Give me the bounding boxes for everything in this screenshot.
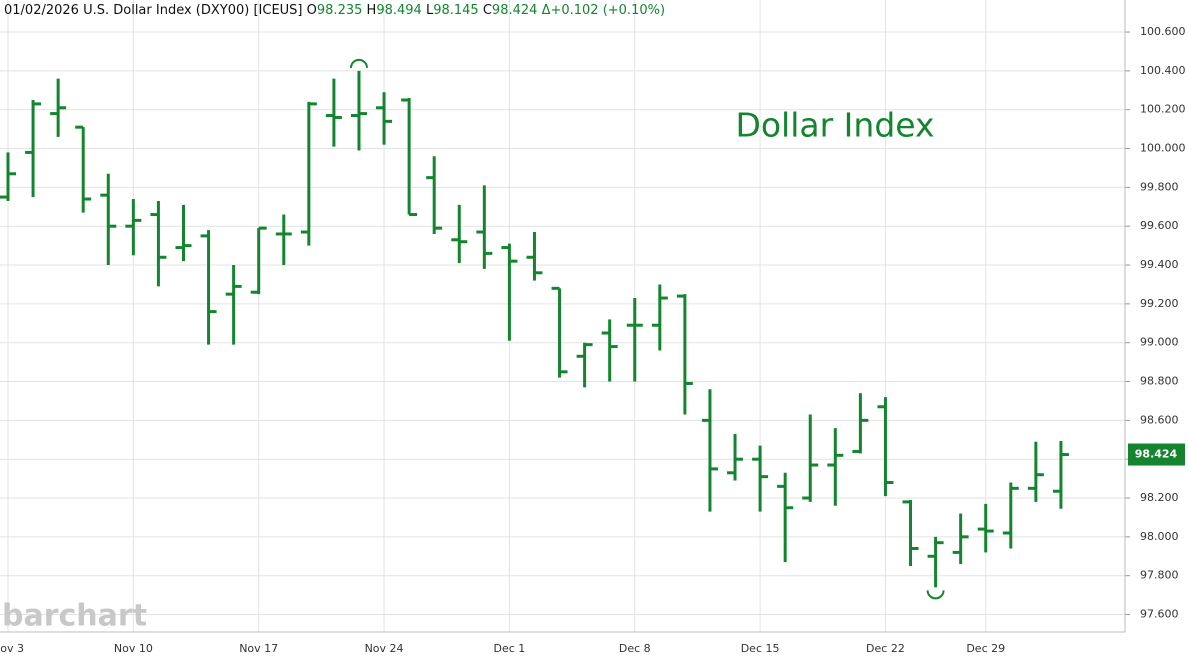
y-tick-label: 100.000 bbox=[1140, 142, 1186, 155]
y-tick-label: 98.200 bbox=[1140, 491, 1179, 504]
close-label: C bbox=[482, 3, 492, 18]
y-tick-label: 99.200 bbox=[1140, 297, 1179, 310]
y-tick-label: 99.000 bbox=[1140, 336, 1179, 349]
x-tick-label: Dec 8 bbox=[619, 642, 651, 655]
x-tick-label: Nov 10 bbox=[114, 642, 153, 655]
y-tick-label: 98.600 bbox=[1140, 413, 1179, 426]
low-marker bbox=[926, 590, 945, 600]
x-tick-label: Dec 22 bbox=[866, 642, 905, 655]
high-label: H bbox=[366, 3, 377, 18]
y-tick-label: 100.400 bbox=[1140, 64, 1186, 77]
close-value: 98.424 bbox=[491, 3, 538, 18]
y-tick-label: 99.400 bbox=[1140, 258, 1179, 271]
instrument: U.S. Dollar Index (DXY00) [ICEUS] bbox=[83, 3, 303, 18]
high-marker bbox=[349, 58, 368, 68]
open-value: 98.235 bbox=[316, 3, 363, 18]
price-tag-label: 98.424 bbox=[1135, 448, 1178, 461]
x-tick-label: Dec 1 bbox=[494, 642, 526, 655]
y-tick-label: 99.600 bbox=[1140, 219, 1179, 232]
open-label: O bbox=[306, 3, 317, 18]
y-tick-label: 100.200 bbox=[1140, 103, 1186, 116]
price-tag bbox=[1128, 443, 1185, 466]
low-label: L bbox=[425, 3, 434, 18]
y-tick-label: 100.600 bbox=[1140, 25, 1186, 38]
y-tick-label: 99.800 bbox=[1140, 180, 1179, 193]
y-tick-label: 97.600 bbox=[1140, 608, 1179, 621]
grid bbox=[0, 0, 1125, 632]
x-tick-label: Dec 15 bbox=[741, 642, 780, 655]
y-tick-label: 97.800 bbox=[1140, 569, 1179, 582]
date: 01/02/2026 bbox=[4, 3, 79, 18]
watermark: barchart bbox=[2, 599, 147, 634]
x-tick-label: Nov 3 bbox=[0, 642, 24, 655]
high-value: 98.494 bbox=[376, 3, 422, 18]
x-tick-label: Nov 17 bbox=[239, 642, 278, 655]
annotation: Dollar Index bbox=[735, 106, 934, 145]
y-tick-label: 98.800 bbox=[1140, 375, 1179, 388]
y-tick-label: 98.000 bbox=[1140, 530, 1179, 543]
x-tick-label: Nov 24 bbox=[365, 642, 404, 655]
x-tick-label: Dec 29 bbox=[966, 642, 1005, 655]
low-value: 98.145 bbox=[433, 3, 479, 18]
header: 01/02/2026 U.S. Dollar Index (DXY00) [IC… bbox=[4, 3, 665, 18]
change: Δ+0.102 (+0.10%) bbox=[541, 3, 666, 18]
